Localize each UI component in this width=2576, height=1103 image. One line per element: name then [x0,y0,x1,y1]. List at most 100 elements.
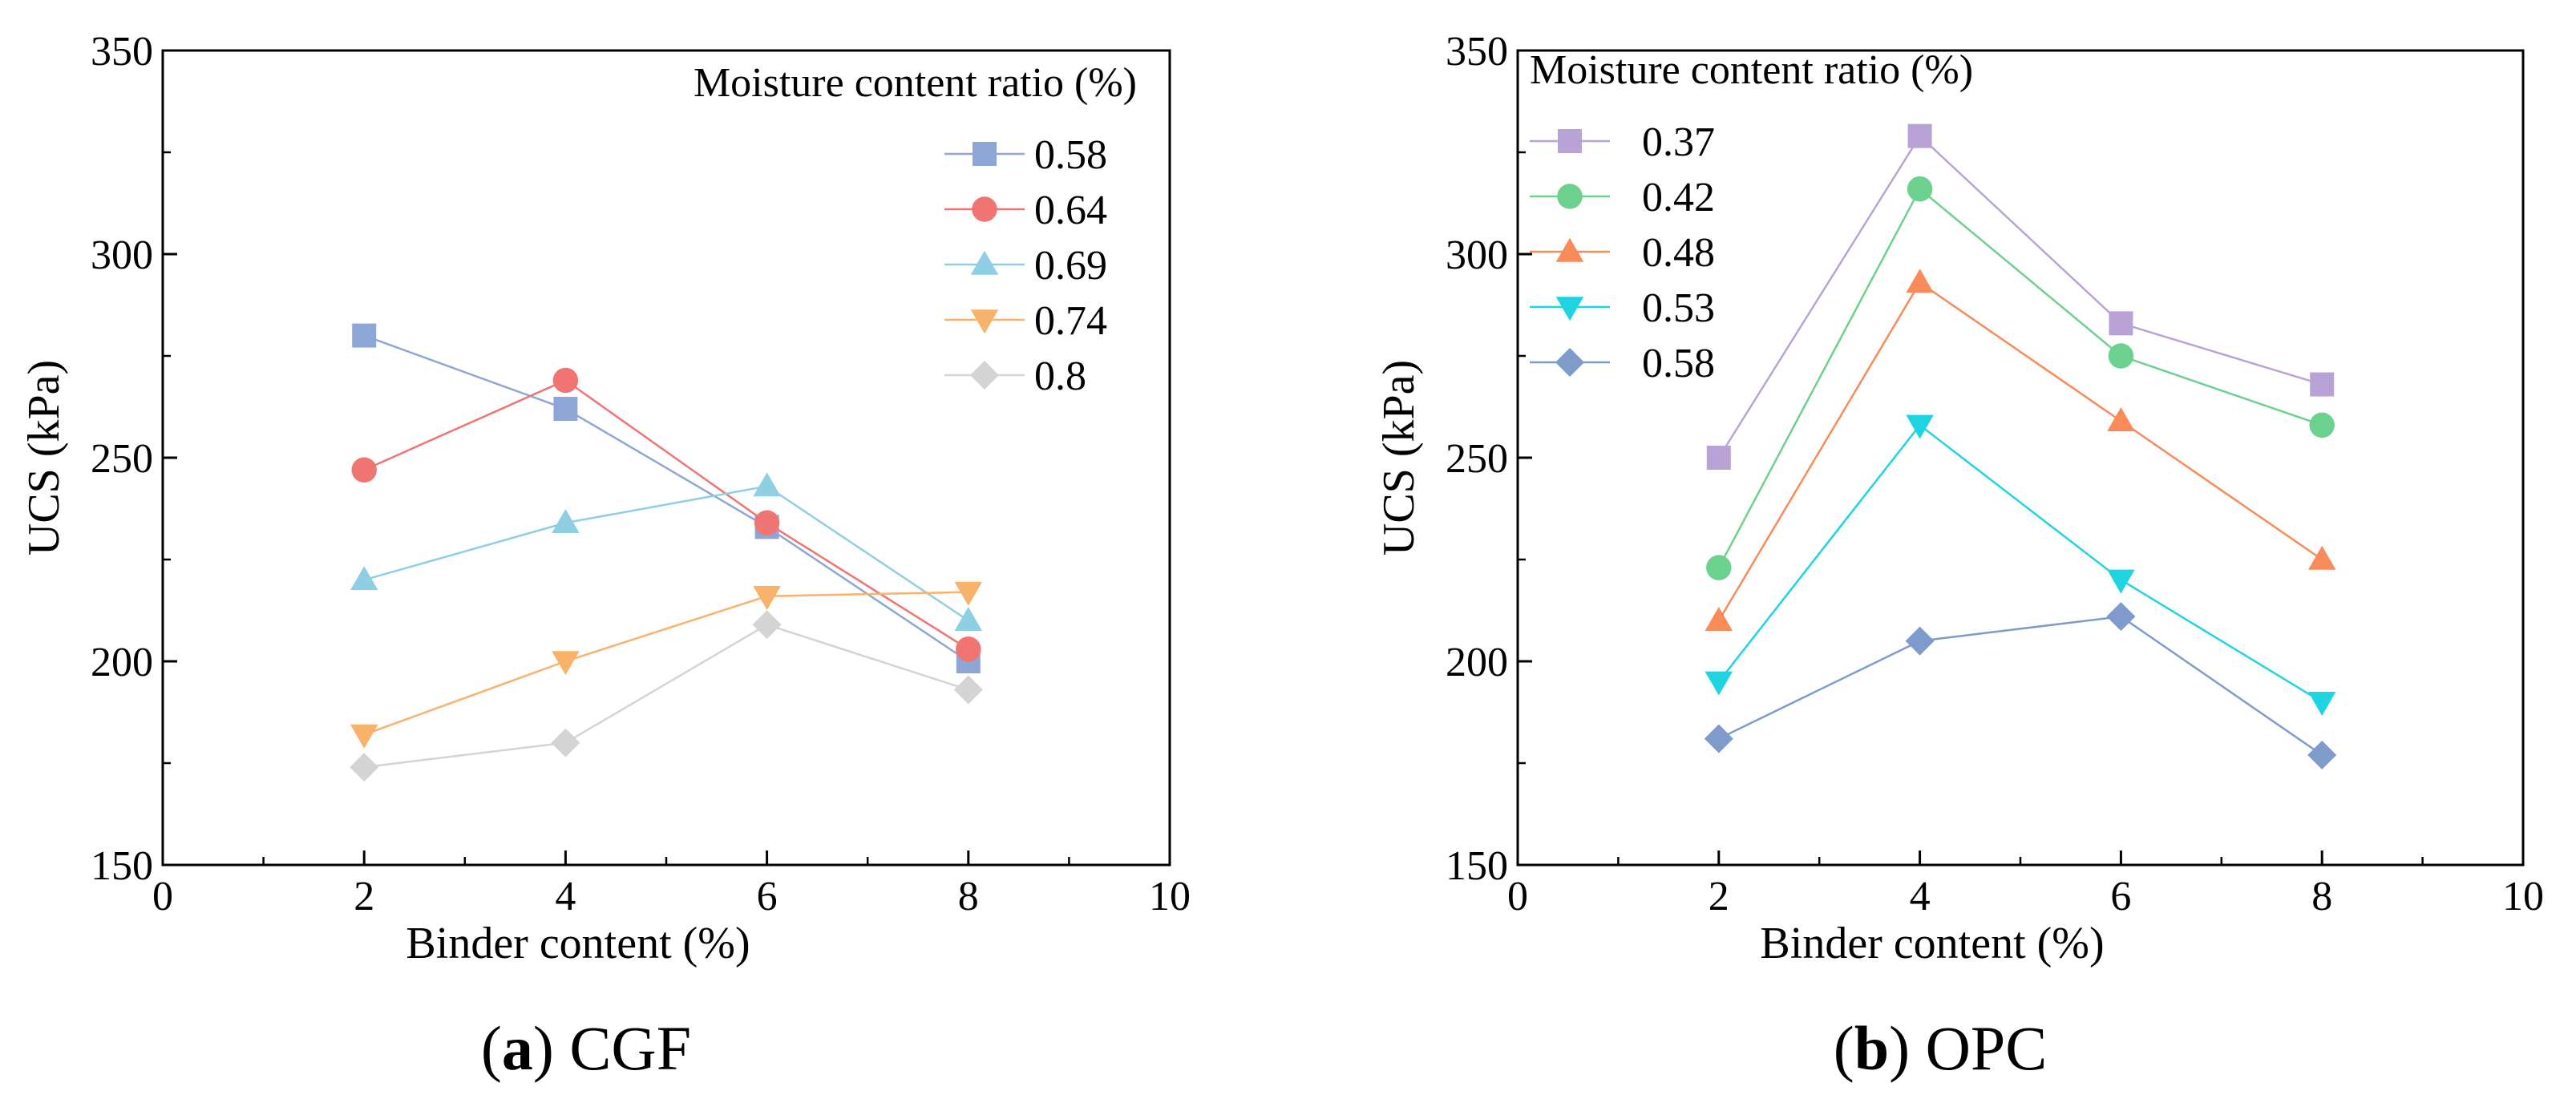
data-point-0.69-6 [753,472,781,497]
legend-label-0.69: 0.69 [1034,243,1107,289]
data-point-0.48-4 [1906,269,1934,293]
series-line-0.48 [1717,281,2323,621]
data-point-0.69-8 [954,606,983,631]
y-tick-label: 300 [1446,232,1508,278]
data-point-0.42-4 [1907,176,1933,202]
caption-open-paren: ( [1834,1013,1854,1083]
plot-frame [161,49,1171,867]
legend-marker-0.48 [1555,237,1584,262]
series-line-0.74 [363,591,969,736]
data-point-0.8-8 [953,675,983,705]
legend-marker-0.74 [970,309,999,334]
x-tick-label: 6 [2110,874,2131,919]
y-tick-label: 250 [91,436,153,482]
data-point-0.37-6 [2109,311,2133,336]
y-tick-label: 150 [1446,843,1508,889]
legend-marker-0.69 [970,250,999,275]
legend-marker-0.42 [1557,184,1583,209]
data-point-0.53-2 [1705,671,1733,696]
x-tick-label: 4 [555,874,576,919]
data-point-0.58-4 [1905,626,1935,656]
x-tick-label: 0 [1507,874,1528,919]
y-axis-title: UCS (kPa) [19,360,69,556]
series-line-0.58 [363,334,969,663]
legend-label-0.48: 0.48 [1642,230,1715,276]
data-point-0.74-2 [350,724,378,749]
legend-title: Moisture content ratio (%) [1530,47,1973,93]
data-point-0.37-2 [1706,446,1731,470]
data-point-0.58-6 [2106,602,2136,632]
legend: Moisture content ratio (%) 0.37 0.42 0.48 0.… [1530,47,1973,386]
legend-label-0.8: 0.8 [1034,354,1086,399]
legend-marker-0.58 [1555,348,1584,377]
data-point-0.58-2 [352,323,377,348]
caption-name: CGF [569,1013,691,1083]
y-tick-label: 250 [1446,436,1508,482]
series-line-0.42 [1717,187,2323,568]
data-point-0.53-8 [2307,692,2336,717]
series-line-0.8 [364,623,969,769]
data-point-0.42-6 [2108,343,2134,369]
plot-frame [1516,49,2525,867]
y-axis-title: UCS (kPa) [1374,360,1424,556]
legend-marker-0.8 [970,361,999,390]
x-tick-label: 10 [1149,874,1191,919]
figure-caption: (a) CGF [481,1013,691,1083]
data-point-0.58-8 [2307,740,2337,770]
series-line-0.53 [1717,423,2323,703]
data-point-0.42-2 [1706,555,1732,580]
data-point-0.48-8 [2307,545,2336,570]
x-axis-title: Binder content (%) [1760,919,2104,968]
caption-open-paren: ( [481,1013,502,1083]
data-point-0.74-4 [552,651,580,676]
y-tick-label: 350 [1446,29,1508,75]
y-tick-label: 350 [91,29,153,75]
y-tick-label: 200 [1446,640,1508,685]
data-point-0.48-2 [1705,606,1733,631]
data-point-0.64-2 [351,457,377,483]
data-point-0.53-6 [2107,569,2135,594]
x-axis-title: Binder content (%) [406,919,750,968]
y-tick-label: 150 [91,843,153,889]
figure-caption: (b) OPC [1834,1013,2048,1083]
y-tick-label: 200 [91,640,153,685]
x-tick-label: 8 [2311,874,2332,919]
data-point-0.37-4 [1907,123,1932,148]
x-tick-label: 10 [2502,874,2544,919]
data-point-0.53-4 [1906,414,1934,439]
series-line-0.37 [1717,134,2323,459]
caption-name: OPC [1926,1013,2048,1083]
legend-title: Moisture content ratio (%) [694,60,1137,106]
legend-marker-0.37 [1558,129,1582,153]
caption-close-paren: ) [533,1013,569,1083]
x-tick-label: 0 [152,874,173,919]
x-tick-label: 2 [354,874,374,919]
caption-close-paren: ) [1889,1013,1925,1083]
legend-label-0.42: 0.42 [1642,175,1715,220]
x-tick-label: 6 [757,874,778,919]
data-point-0.69-2 [350,566,378,591]
data-point-0.64-6 [754,510,780,536]
legend-marker-0.58 [973,142,997,166]
data-point-0.69-4 [552,509,580,534]
data-point-0.74-8 [954,581,983,606]
series-line-0.64 [363,379,969,650]
chart-cgf: 0 2 4 6 8 10 150 200 250 300 350 Binder content (%)… [19,29,1191,1083]
data-point-0.74-6 [753,585,781,610]
x-tick-label: 2 [1709,874,1729,919]
legend-label-0.64: 0.64 [1034,188,1107,233]
data-point-0.58-2 [1704,724,1733,754]
legend-label-0.53: 0.53 [1642,285,1715,331]
legend: Moisture content ratio (%) 0.58 0.64 0.69 0.… [694,60,1137,399]
legend-label-0.74: 0.74 [1034,298,1107,344]
caption-letter: a [502,1013,533,1083]
data-point-0.64-8 [956,636,981,662]
data-point-0.8-4 [551,728,580,758]
caption-letter: b [1854,1013,1889,1083]
legend-label-0.37: 0.37 [1642,119,1715,165]
data-point-0.48-6 [2107,407,2135,432]
legend-label-0.58: 0.58 [1642,341,1715,386]
x-tick-label: 8 [958,874,979,919]
data-point-0.58-4 [553,397,578,422]
